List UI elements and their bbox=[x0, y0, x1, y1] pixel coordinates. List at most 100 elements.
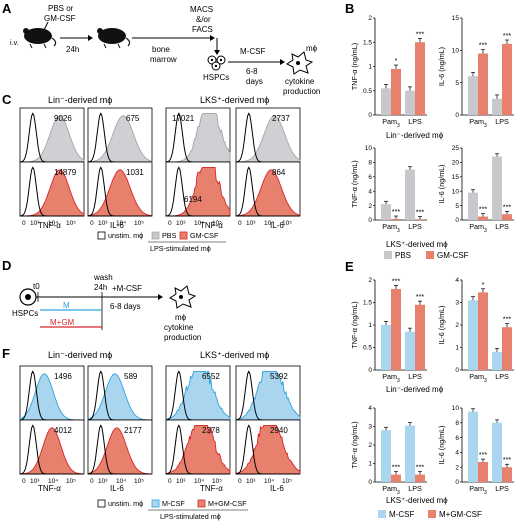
bar-gm-csf-lps bbox=[502, 214, 512, 220]
bar-m-csf-pam3 bbox=[468, 300, 478, 370]
panel-c-tick-104: 10⁴ bbox=[116, 220, 126, 227]
bar-gm-csf-lps bbox=[415, 42, 425, 115]
bar-chart-E-top-IL6: 0 1 2 3 4 IL-6 (ng/mL) * Pam3 *** LPS bbox=[437, 277, 514, 384]
mphi-label: mϕ bbox=[306, 44, 318, 53]
d-prod-label-2: production bbox=[164, 333, 201, 342]
y-tick-label: 15 bbox=[452, 174, 460, 181]
f-legend-mgm: M+GM-CSF bbox=[208, 499, 247, 508]
b-legend-pbs: PBS bbox=[395, 251, 411, 260]
y-axis-label: IL-6 (ng/mL) bbox=[437, 164, 446, 203]
panel-c-unstim-curve-r2-c4 bbox=[235, 166, 300, 217]
significance-stars: *** bbox=[392, 207, 401, 216]
panel-f-tick-0: 0 bbox=[90, 478, 94, 485]
bar-gm-csf-lps bbox=[415, 219, 425, 220]
y-tick-label: 10 bbox=[452, 188, 460, 195]
panel-c-xlabel-2: IL-6 bbox=[110, 221, 124, 230]
time-24h: 24h bbox=[66, 45, 79, 54]
y-tick-label: 6 bbox=[455, 435, 459, 442]
panel-f-stim-curve-r2-c1 bbox=[19, 427, 85, 475]
panel-f-left-title: Lin⁻-derived mϕ bbox=[48, 350, 112, 360]
b-legend-gmcsf: GM-CSF bbox=[437, 251, 469, 260]
bar-m-csf-pam3 bbox=[381, 430, 391, 482]
prod-label-2: production bbox=[283, 87, 320, 96]
panel-c-mfi-value: 6194 bbox=[184, 195, 202, 204]
d-prod-label-1: cytokine bbox=[164, 323, 194, 332]
category-label: LPS bbox=[408, 117, 422, 126]
bar-pbs-pam3 bbox=[468, 192, 478, 220]
e-bottom-caption: LKS⁺-derived mϕ bbox=[386, 496, 448, 505]
mouse-icon bbox=[23, 28, 57, 49]
y-axis-label: TNF-α (ng/mL) bbox=[350, 160, 359, 207]
panel-f-mfi-value: 2378 bbox=[202, 426, 220, 435]
panel-f-tick-0: 0 bbox=[238, 478, 242, 485]
panel-f-xlabel-4: IL-6 bbox=[270, 484, 284, 493]
significance-stars: *** bbox=[392, 463, 401, 472]
panel-f-unstim-curve-r2-c2 bbox=[87, 424, 152, 475]
legend-pbs: PBS bbox=[162, 231, 177, 240]
y-axis-label: IL-6 (ng/mL) bbox=[437, 305, 446, 344]
y-tick-label: 0 bbox=[455, 112, 459, 119]
bar-chart-B-bot-IL6: 0 5 10 15 20 25 IL-6 (ng/mL) *** Pam3 *** LPS bbox=[437, 145, 514, 234]
d-mgm-label: M+GM bbox=[50, 318, 75, 327]
y-tick-label: 1 bbox=[368, 461, 372, 468]
category-label: Pam3 bbox=[382, 484, 400, 496]
f-legend-unstim: unstim. mϕ bbox=[108, 499, 143, 508]
panel-c-stim-curve-r1-c1 bbox=[20, 115, 85, 163]
panel-f-tick-103: 10³ bbox=[176, 478, 186, 485]
significance-stars: *** bbox=[503, 31, 512, 40]
panel-c-tick-105: 10⁵ bbox=[134, 220, 144, 227]
panel-f-tick-103: 10³ bbox=[98, 478, 108, 485]
y-tick-label: 20 bbox=[452, 160, 460, 167]
y-tick-label: 5 bbox=[455, 80, 459, 87]
y-tick-label: 8 bbox=[368, 160, 372, 167]
y-tick-label: 2 bbox=[455, 322, 459, 329]
panel-c-tick-105: 10⁵ bbox=[66, 220, 76, 227]
bar-pbs-lps bbox=[492, 156, 502, 220]
panel-f-tick-0: 0 bbox=[22, 478, 26, 485]
days-label-1: 6-8 bbox=[246, 67, 258, 76]
panel-f-mfi-value: 589 bbox=[124, 372, 138, 381]
bar-gm-csf-pam3 bbox=[391, 68, 401, 115]
y-tick-label: 3 bbox=[455, 300, 459, 307]
bar-pbs-lps bbox=[405, 90, 415, 115]
mouse-icon-2 bbox=[97, 28, 131, 49]
d-t0-label: t0 bbox=[33, 282, 40, 291]
panel-c-tick-0: 0 bbox=[238, 220, 242, 227]
bar-gm-csf-lps bbox=[502, 43, 512, 115]
panel-label-d: D bbox=[2, 258, 11, 273]
bm-label-1: bone bbox=[152, 45, 170, 54]
bm-label-2: marrow bbox=[150, 55, 177, 64]
bar-m-gm-csf-pam3 bbox=[478, 462, 488, 482]
bar-m-gm-csf-lps bbox=[502, 467, 512, 482]
y-tick-label: 5 bbox=[455, 203, 459, 210]
panel-f-tick-0: 0 bbox=[168, 478, 172, 485]
significance-stars: *** bbox=[479, 41, 488, 50]
panel-f-stim-curve-r1-c2 bbox=[87, 373, 152, 421]
panel-f-mfi-value: 4012 bbox=[54, 426, 72, 435]
panel-label-f: F bbox=[2, 346, 10, 361]
panel-f-tick-105: 10⁵ bbox=[212, 478, 222, 485]
panel-f-unstim-curve-r2-c3 bbox=[165, 424, 230, 475]
b-legend: PBS GM-CSF bbox=[384, 251, 469, 260]
category-label: Pam3 bbox=[469, 372, 487, 384]
e-legend-mgm: M+GM-CSF bbox=[439, 510, 482, 519]
legend-gmcsf: GM-CSF bbox=[190, 231, 219, 240]
y-tick-label: 15 bbox=[452, 15, 460, 22]
panel-c-tick-0: 0 bbox=[90, 220, 94, 227]
d-24h-label: 24h bbox=[94, 283, 107, 292]
f-legend-mcsf: M-CSF bbox=[162, 499, 185, 508]
panel-f-tick-104: 10⁴ bbox=[48, 478, 58, 485]
y-tick-label: 2 bbox=[368, 442, 372, 449]
y-tick-label: 10 bbox=[452, 405, 460, 412]
y-tick-label: 1 bbox=[368, 64, 372, 71]
arrow-icon-3 bbox=[158, 294, 163, 300]
y-tick-label: 0 bbox=[368, 217, 372, 224]
bar-m-gm-csf-lps bbox=[415, 474, 425, 482]
panel-c-mfi-value: 864 bbox=[272, 168, 286, 177]
panel-c-tick-104: 10⁴ bbox=[264, 220, 274, 227]
sort-label-3: FACS bbox=[192, 25, 213, 34]
panel-c-stim-curve-r2-c2 bbox=[87, 169, 153, 217]
y-tick-label: 3 bbox=[368, 424, 372, 431]
panel-c-mfi-value: 675 bbox=[126, 114, 140, 123]
